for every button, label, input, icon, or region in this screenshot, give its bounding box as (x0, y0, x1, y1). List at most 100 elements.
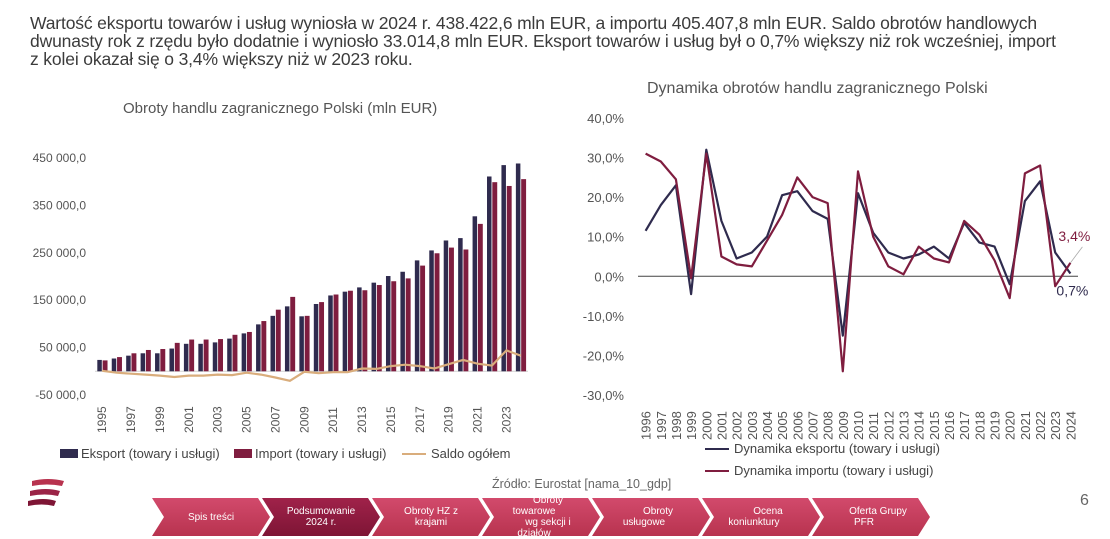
nav-label-3b: krajami (414, 517, 448, 528)
nav-obroty-uslugowe[interactable]: Obroty usługowe (592, 498, 710, 536)
nav-label-5: Obroty usługowe (622, 506, 673, 528)
legend-export-label: Eksport (towary i usługi) (81, 446, 220, 461)
import-bar (203, 339, 209, 372)
line-x-tick: 1997 (654, 411, 669, 440)
export-bar (487, 176, 492, 372)
line-x-tick: 2022 (1033, 411, 1048, 440)
line-x-tick: 2010 (851, 411, 866, 440)
line-y-tick: 20,0% (587, 190, 624, 205)
import-bar (477, 223, 483, 372)
nav-ocena-koniunktury[interactable]: Ocena koniunktury (702, 498, 820, 536)
bar-x-tick: 2011 (326, 407, 340, 433)
import-bar (218, 339, 223, 372)
legend-export-dynamics-swatch (705, 447, 729, 450)
line-x-tick: 2004 (760, 411, 775, 440)
nav-obroty-towarowe[interactable]: Obroty towarowe wg sekcji i działów (482, 498, 600, 536)
import-bar (290, 296, 296, 372)
line-x-tick: 2024 (1063, 411, 1078, 440)
nav-oferta-pfr[interactable]: Oferta Grupy PFR (812, 498, 930, 536)
import-bar (160, 349, 166, 372)
export-bar (256, 324, 261, 372)
line-x-tick: 2014 (912, 411, 927, 440)
nav-label-6: Ocena koniunktury (728, 506, 783, 528)
legend-export-dynamics: Dynamika eksportu (towary i usługi) (705, 441, 940, 456)
import-bar (145, 349, 151, 372)
export-bar (313, 303, 319, 372)
logo-stripes-icon (28, 479, 64, 506)
pfr-logo (28, 477, 68, 518)
import-bar (333, 294, 339, 372)
export-bar (212, 342, 218, 372)
nav-podsumowanie[interactable]: Podsumowanie 2024 r. (262, 498, 380, 536)
legend-import-dynamics: Dynamika importu (towary i usługi) (705, 463, 933, 478)
source-note: Źródło: Eurostat [nama_10_gdp] (492, 477, 672, 491)
import-end-leader (1070, 246, 1083, 264)
export-end-label: 0,7% (1056, 283, 1088, 299)
import-bar (102, 360, 108, 372)
export-bar (328, 295, 333, 372)
line-x-tick: 2017 (957, 411, 972, 440)
bar-x-tick: 2001 (182, 406, 196, 433)
line-x-tick: 2007 (805, 411, 820, 440)
legend-export-swatch (60, 449, 78, 458)
bar-y-tick: 250 000,0 (33, 246, 87, 260)
bar-x-tick: 2015 (384, 406, 398, 433)
export-bar (429, 250, 434, 372)
line-y-tick: -20,0% (583, 348, 625, 363)
line-x-tick: 2020 (1003, 411, 1018, 440)
line-x-tick: 2019 (988, 411, 1003, 440)
export-bar (299, 316, 304, 372)
nav-label-7: Oferta Grupy PFR (849, 506, 907, 528)
import-bar (521, 179, 527, 372)
export-bar (198, 343, 203, 372)
line-x-tick: 1998 (669, 411, 684, 440)
nav-label-1: Spis treści (187, 511, 235, 523)
export-bar (97, 359, 102, 372)
line-x-tick: 1996 (639, 411, 654, 440)
bar-y-tick: -50 000,0 (35, 388, 86, 402)
line-x-tick: 2005 (775, 411, 790, 440)
headline-line-1: Wartość eksportu towarów i usług wyniosł… (30, 13, 1037, 33)
line-x-tick: 2000 (699, 411, 714, 440)
nav-label-3a: Obroty HZ z (404, 506, 458, 517)
headline-line-2: dwunasty rok z rzędu było dodatnie i wyn… (30, 31, 1056, 51)
legend-import-dynamics-swatch (705, 469, 729, 472)
import-bar (174, 342, 180, 372)
legend-import: Import (towary i usługi) (234, 446, 386, 461)
export-bar (169, 348, 174, 372)
import-bar (304, 315, 310, 372)
bar-x-tick: 1995 (95, 406, 109, 433)
import-bar (420, 265, 426, 372)
bar-chart-title: Obroty handlu zagranicznego Polski (mln … (123, 100, 438, 117)
nav-label-2b: 2024 r. (305, 517, 337, 528)
legend-import-swatch (234, 449, 252, 458)
import-bar (232, 334, 238, 372)
section-nav: Spis treści Podsumowanie 2024 r. Obroty H… (152, 498, 922, 536)
import-bar (463, 249, 469, 372)
export-bar (342, 291, 348, 372)
line-x-tick: 2002 (730, 411, 745, 440)
nav-spis-tresci[interactable]: Spis treści (152, 498, 270, 536)
headline: Wartość eksportu towarów i usług wyniosł… (30, 14, 1100, 68)
export-bar (400, 271, 405, 372)
export-bar (241, 333, 247, 372)
line-x-tick: 2016 (942, 411, 957, 440)
import-bar (449, 247, 454, 372)
export-dynamics-line (644, 148, 1072, 337)
line-y-tick: -30,0% (583, 388, 625, 403)
import-bar (117, 357, 122, 372)
import-bar (405, 278, 411, 372)
export-bar (414, 260, 420, 372)
nav-obroty-hz[interactable]: Obroty HZ z krajami (372, 498, 490, 536)
bar-x-tick: 2017 (413, 406, 427, 433)
export-bar (385, 276, 391, 372)
headline-line-3: z kolei okazał się o 3,4% większy niż w … (30, 49, 413, 69)
trade-bar-chart: 450 000,0 350 000,0 250 000,0 150 000,0 50 0… (33, 151, 528, 433)
line-x-tick: 2008 (821, 411, 836, 440)
export-bar (284, 306, 290, 372)
legend-saldo-swatch (402, 452, 426, 455)
line-x-tick: 2021 (1018, 411, 1033, 440)
bar-y-tick: 450 000,0 (33, 151, 87, 165)
legend-export: Eksport (towary i usługi) (60, 446, 220, 461)
bar-x-tick: 2009 (297, 406, 311, 433)
